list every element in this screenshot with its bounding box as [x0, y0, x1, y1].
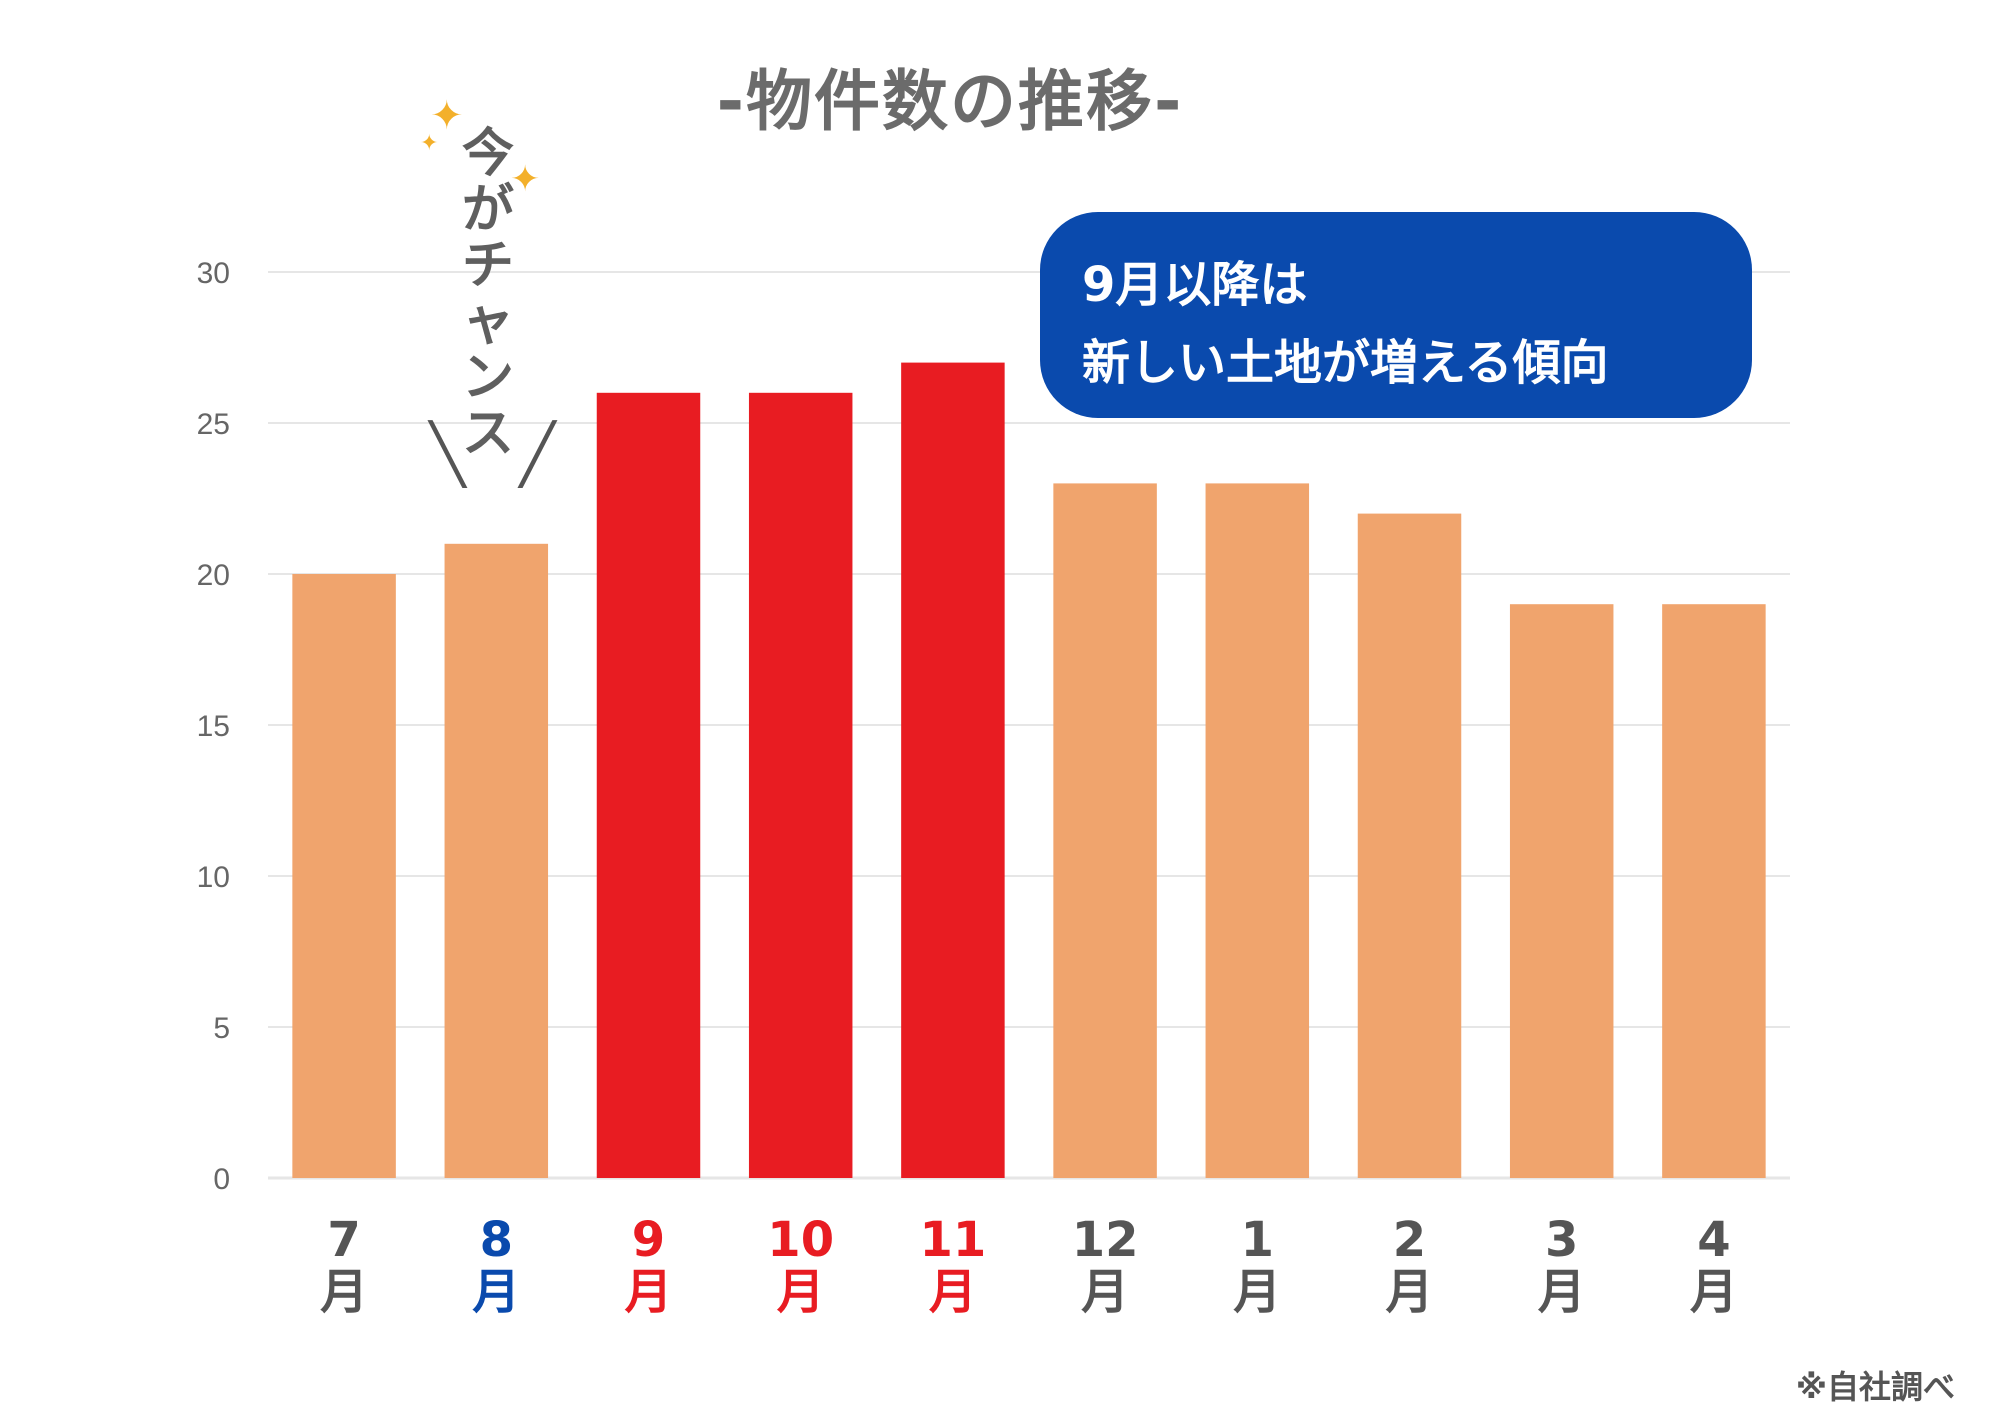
bars	[292, 362, 1766, 1179]
bar-4	[1662, 604, 1766, 1178]
y-tick-label: 15	[197, 710, 230, 743]
sparkle-icon: ✦	[430, 93, 464, 139]
bar-1	[1205, 483, 1310, 1178]
bar-12	[1053, 483, 1157, 1178]
x-tick-suffix: 月	[320, 1264, 368, 1320]
x-tick-number: 1	[1241, 1212, 1274, 1268]
x-tick-suffix: 月	[624, 1264, 672, 1320]
x-tick-number: 11	[920, 1212, 987, 1268]
x-tick-number: 8	[480, 1212, 513, 1268]
x-tick-suffix: 月	[1690, 1264, 1738, 1320]
bar-10	[748, 392, 853, 1178]
callout-line-1: 9月以降は	[1082, 257, 1308, 313]
y-axis-ticks: 0 5 10 15 20 25 30	[197, 257, 230, 1196]
x-tick-suffix: 月	[777, 1264, 825, 1320]
x-tick-number: 12	[1072, 1212, 1139, 1268]
x-tick-suffix: 月	[1081, 1264, 1129, 1320]
bar-8	[444, 543, 549, 1178]
footnote: ※自社調べ	[1795, 1368, 1955, 1406]
x-tick-number: 2	[1393, 1212, 1426, 1268]
y-tick-label: 25	[197, 408, 230, 441]
x-tick-suffix: 月	[1385, 1264, 1433, 1320]
x-tick-suffix: 月	[1538, 1264, 1586, 1320]
y-tick-label: 0	[213, 1163, 230, 1196]
callout-box: 9月以降は 新しい土地が増える傾向	[1040, 212, 1752, 418]
x-tick-number: 3	[1545, 1212, 1578, 1268]
chart-title: -物件数の推移-	[716, 63, 1184, 140]
chance-annotation: 今がチャンス	[461, 124, 514, 464]
bar-3	[1509, 604, 1614, 1178]
x-tick-number: 7	[327, 1212, 360, 1268]
y-tick-label: 30	[197, 257, 230, 290]
y-tick-label: 10	[197, 861, 230, 894]
right-emphasis-mark: ╱	[520, 420, 555, 488]
sparkle-icon: ✦	[510, 159, 541, 200]
x-tick-number: 10	[767, 1212, 834, 1268]
left-emphasis-mark: ╲	[430, 420, 465, 488]
bar-11	[901, 362, 1005, 1179]
y-tick-label: 20	[197, 559, 230, 592]
x-tick-number: 4	[1697, 1212, 1730, 1268]
bar-9	[596, 392, 701, 1178]
x-tick-suffix: 月	[1233, 1264, 1281, 1320]
x-tick-suffix: 月	[929, 1264, 977, 1320]
y-tick-label: 5	[213, 1012, 230, 1045]
bar-2	[1357, 513, 1462, 1178]
sparkle-icon: ✦	[420, 131, 439, 156]
x-tick-suffix: 月	[472, 1264, 520, 1320]
x-tick-number: 9	[632, 1212, 665, 1268]
callout-line-2: 新しい土地が増える傾向	[1082, 335, 1609, 391]
bar-7	[292, 574, 396, 1178]
